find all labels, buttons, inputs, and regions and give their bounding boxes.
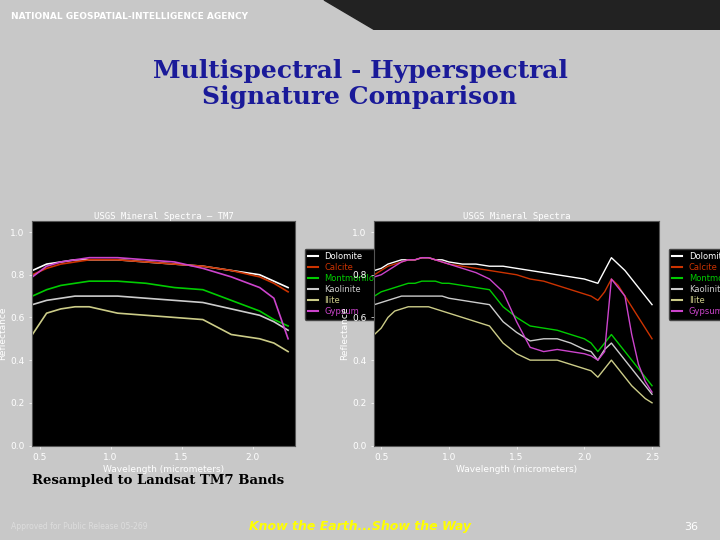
- Y-axis label: Reflectance: Reflectance: [341, 307, 350, 360]
- Text: Resampled to Landsat TM7 Bands: Resampled to Landsat TM7 Bands: [32, 474, 284, 487]
- Title: USGS Mineral Spectra: USGS Mineral Spectra: [463, 212, 570, 221]
- Title: USGS Mineral Spectra – TM7: USGS Mineral Spectra – TM7: [94, 212, 234, 221]
- Text: NATIONAL GEOSPATIAL-INTELLIGENCE AGENCY: NATIONAL GEOSPATIAL-INTELLIGENCE AGENCY: [11, 12, 248, 21]
- Text: Multispectral - Hyperspectral
Signature Comparison: Multispectral - Hyperspectral Signature …: [153, 58, 567, 110]
- Text: Approved for Public Release 05-269: Approved for Public Release 05-269: [11, 522, 148, 531]
- X-axis label: Wavelength (micrometers): Wavelength (micrometers): [456, 465, 577, 474]
- Text: Multispectral: Multispectral: [102, 222, 215, 239]
- Polygon shape: [324, 0, 720, 30]
- X-axis label: Wavelength (micrometers): Wavelength (micrometers): [103, 465, 225, 474]
- Text: 36: 36: [685, 522, 698, 532]
- Text: Know the Earth...Show the Way: Know the Earth...Show the Way: [249, 520, 471, 533]
- Legend: Dolomite, Calcite, Montmorillonite, Kaolinite, Ilite, Gypsum: Dolomite, Calcite, Montmorillonite, Kaol…: [305, 248, 395, 320]
- Y-axis label: Reflectance: Reflectance: [0, 307, 8, 360]
- Legend: Dolomite, Calcite, Montmorillonite, Kaolinite, Ilite, Gypsum: Dolomite, Calcite, Montmorillonite, Kaol…: [669, 248, 720, 320]
- Text: Hyperspectral: Hyperspectral: [458, 222, 579, 239]
